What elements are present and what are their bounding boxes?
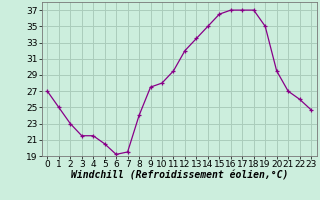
X-axis label: Windchill (Refroidissement éolien,°C): Windchill (Refroidissement éolien,°C) [70, 171, 288, 181]
